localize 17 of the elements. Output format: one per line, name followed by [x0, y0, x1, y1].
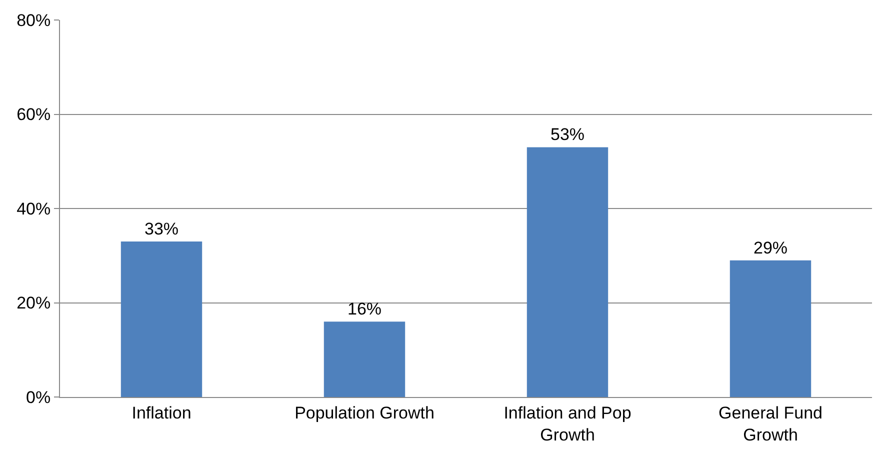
bar [526, 147, 608, 397]
data-label: 53% [550, 125, 585, 144]
x-tick-label: Population Growth [294, 403, 434, 422]
data-label: 16% [347, 300, 382, 319]
y-tick-label: 40% [16, 199, 51, 218]
y-tick-label: 20% [16, 294, 51, 313]
bar [730, 260, 812, 397]
x-tick-label: Inflation [132, 403, 192, 422]
y-tick-label: 0% [26, 388, 51, 407]
data-label: 33% [144, 219, 179, 238]
bar [324, 322, 406, 397]
y-tick-label: 80% [16, 10, 51, 30]
y-tick-label: 60% [16, 105, 51, 124]
data-label: 29% [753, 238, 788, 258]
bar [120, 241, 202, 397]
x-tick-label: General Fund Growth [718, 403, 822, 444]
x-tick-label: Inflation and Pop Growth [504, 403, 632, 444]
